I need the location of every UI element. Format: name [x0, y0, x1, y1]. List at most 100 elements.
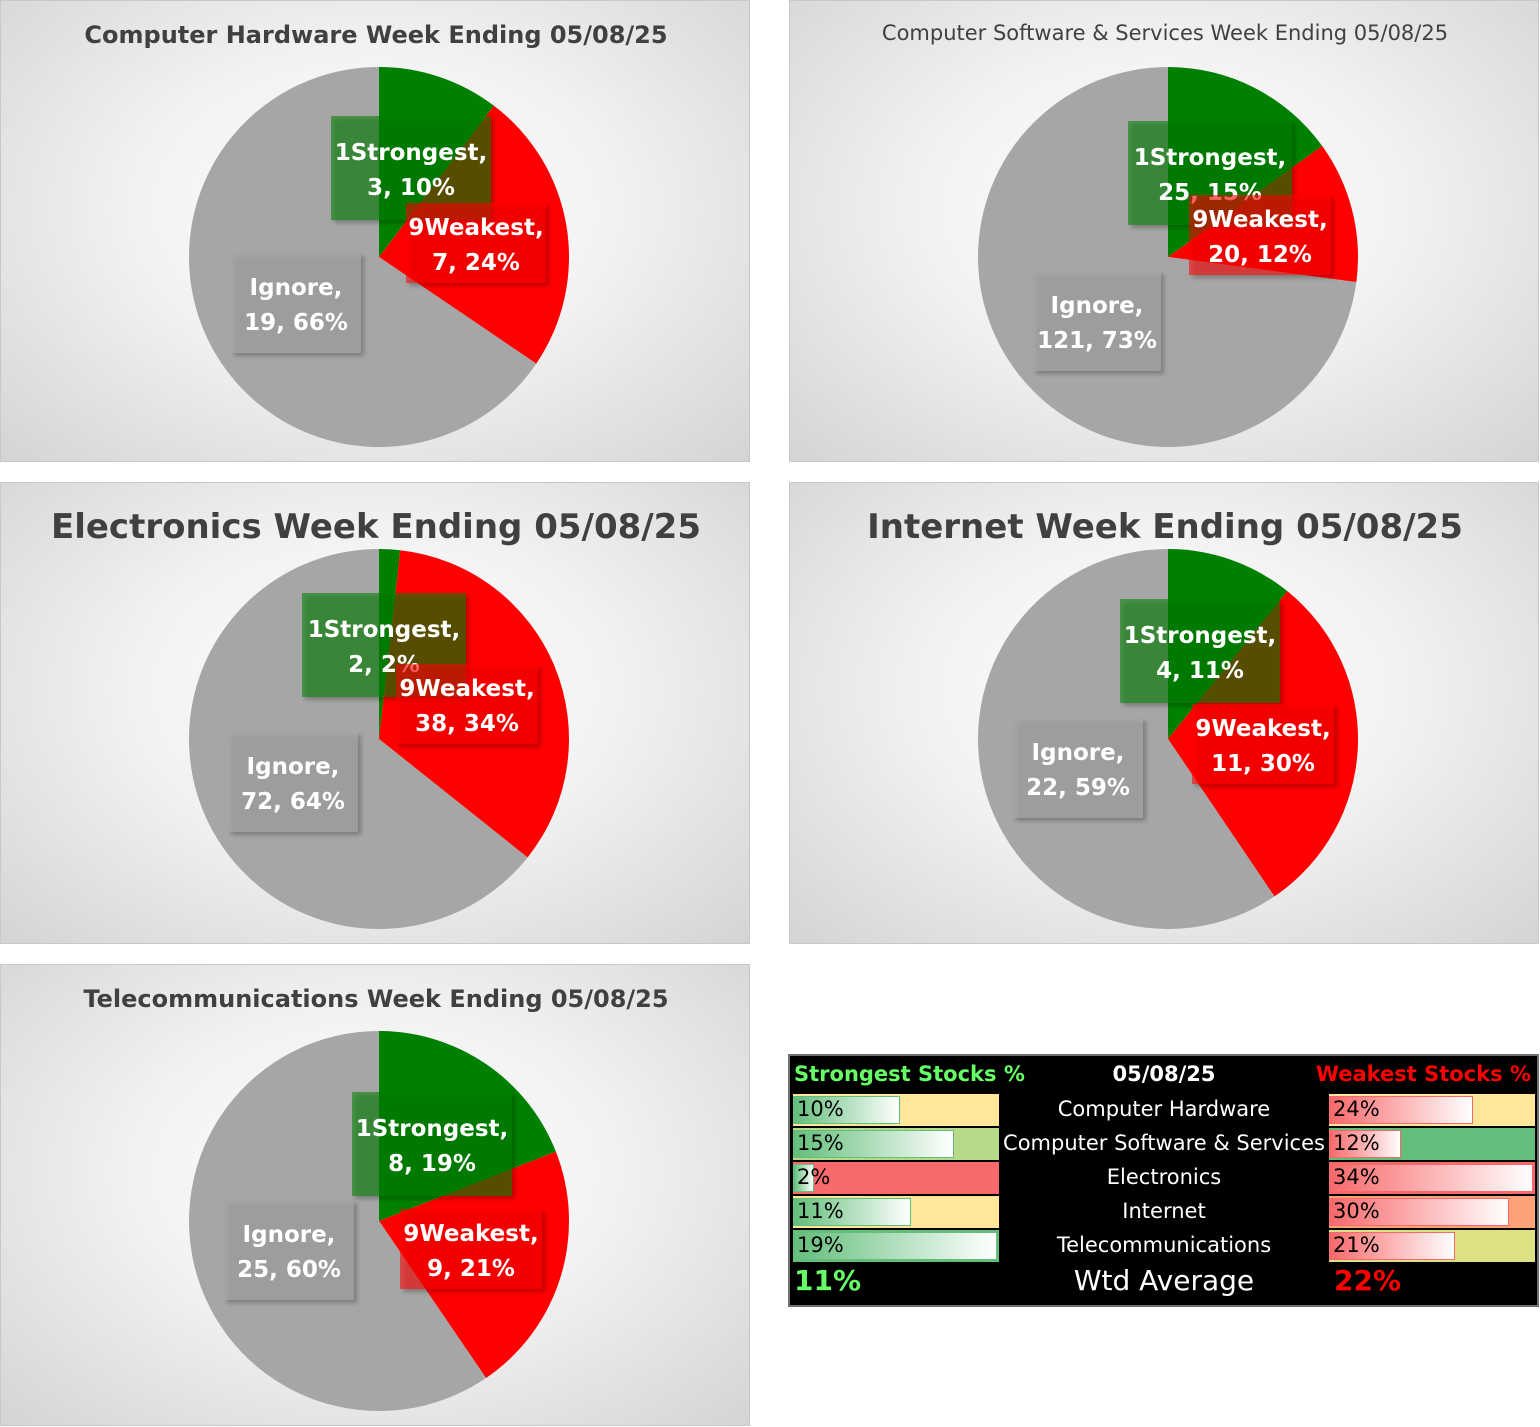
weakest-cell: 30%: [1329, 1196, 1535, 1228]
strongest-databar: [793, 1232, 997, 1260]
svg-text:8, 19%: 8, 19%: [388, 1151, 476, 1177]
svg-text:Ignore,: Ignore,: [247, 754, 340, 780]
strongest-pct: 11%: [797, 1199, 844, 1223]
wtd-average-label: Wtd Average: [1073, 1264, 1255, 1297]
table-row: 15% Computer Software & Services 12%: [790, 1128, 1537, 1162]
table-row: 10% Computer Hardware 24%: [790, 1094, 1537, 1128]
chart-computer-hardware: 1Strongest, 3, 10% 9Weakest, 7, 24% Ignore, 1…: [0, 0, 750, 462]
strongest-databar: [793, 1130, 955, 1158]
chart-title: Computer Software & Services Week Ending…: [881, 21, 1449, 45]
chart-title: Telecommunications Week Ending 05/08/25: [83, 985, 669, 1013]
svg-text:1Strongest,: 1Strongest,: [335, 140, 488, 166]
sector-name: Computer Hardware: [1057, 1097, 1271, 1121]
svg-text:Ignore,: Ignore,: [1051, 293, 1144, 319]
svg-text:1Strongest,: 1Strongest,: [1134, 145, 1287, 171]
weakest-cell: 34%: [1329, 1162, 1535, 1194]
pie-telecommunications: 1Strongest, 8, 19% 9Weakest, 9, 21% Ignore, 2…: [189, 1031, 570, 1411]
chart-internet: 1Strongest, 4, 11% 9Weakest, 11, 30% Ignore,…: [789, 482, 1539, 944]
svg-text:Ignore,: Ignore,: [250, 275, 343, 301]
data-label-9weakest: 9Weakest, 11, 30%: [1192, 704, 1334, 784]
weakest-pct: 30%: [1333, 1199, 1380, 1223]
svg-text:1Strongest,: 1Strongest,: [308, 617, 461, 643]
data-label-1strongest: 1Strongest, 4, 11%: [1120, 599, 1280, 703]
sector-name: Internet: [1122, 1199, 1206, 1223]
svg-text:9Weakest,: 9Weakest,: [408, 215, 543, 241]
pie-electronics: 1Strongest,2, 2%9Weakest, 38, 34% Ignore, 7…: [188, 549, 570, 929]
svg-text:19, 66%: 19, 66%: [244, 310, 348, 336]
svg-text:7, 24%: 7, 24%: [432, 250, 520, 276]
sector-name: Electronics: [1106, 1165, 1222, 1189]
strongest-cell: 15%: [793, 1128, 999, 1160]
strongest-pct: 15%: [797, 1131, 844, 1155]
weakest-databar: [1329, 1198, 1509, 1226]
pie-slice-ignore: [188, 549, 528, 929]
table-row: 19% Telecommunications 21%: [790, 1230, 1537, 1264]
sector-name: Telecommunications: [1056, 1233, 1272, 1257]
svg-text:9Weakest,: 9Weakest,: [1192, 207, 1327, 233]
strongest-header: Strongest Stocks %: [794, 1062, 1025, 1086]
svg-text:4, 11%: 4, 11%: [1156, 658, 1244, 684]
strongest-average: 11%: [794, 1264, 862, 1297]
svg-text:22, 59%: 22, 59%: [1026, 775, 1130, 801]
weakest-pct: 34%: [1333, 1165, 1380, 1189]
svg-text:Ignore,: Ignore,: [243, 1222, 336, 1248]
weakest-databar: [1329, 1096, 1473, 1124]
strongest-pct: 19%: [797, 1233, 844, 1257]
weakest-databar: [1329, 1232, 1455, 1260]
data-label-ignore: Ignore, 22, 59%: [1013, 718, 1143, 818]
svg-text:9Weakest,: 9Weakest,: [399, 676, 534, 702]
data-label-9weakest: 9Weakest, 7, 24%: [406, 203, 546, 283]
chart-computer-software: 1Strongest, 25, 15% 9Weakest, 20, 12% Ignore…: [789, 0, 1539, 462]
svg-text:1Strongest,: 1Strongest,: [1124, 623, 1277, 649]
svg-text:72, 64%: 72, 64%: [241, 789, 345, 815]
chart-electronics: 1Strongest, 2, 2% 9Weakest, 38, 34% Ignore, 7…: [0, 482, 750, 944]
strongest-databar: [793, 1198, 912, 1226]
weakest-pct: 24%: [1333, 1097, 1380, 1121]
svg-text:Ignore,: Ignore,: [1032, 740, 1125, 766]
weakest-databar: [1329, 1164, 1533, 1192]
strongest-cell: 2%: [793, 1162, 999, 1194]
date-header: 05/08/25: [1112, 1062, 1216, 1086]
svg-text:9Weakest,: 9Weakest,: [1195, 716, 1330, 742]
table-row: 11% Internet 30%: [790, 1196, 1537, 1230]
strongest-cell: 19%: [793, 1230, 999, 1262]
svg-text:1Strongest,: 1Strongest,: [356, 1116, 509, 1142]
strongest-databar: [793, 1096, 901, 1124]
svg-text:9Weakest,: 9Weakest,: [403, 1221, 538, 1247]
data-label-1strongest: 1Strongest, 3, 10%: [331, 116, 491, 220]
strongest-pct: 10%: [797, 1097, 844, 1121]
svg-text:20, 12%: 20, 12%: [1208, 242, 1312, 268]
chart-title: Electronics Week Ending 05/08/25: [50, 507, 701, 547]
data-label-9weakest: 9Weakest, 20, 12%: [1189, 195, 1331, 275]
data-label-1strongest: 1Strongest,2, 2%: [302, 593, 466, 697]
weakest-header: Weakest Stocks %: [1315, 1062, 1531, 1086]
data-label-ignore: Ignore, 19, 66%: [231, 253, 361, 353]
chart-title: Internet Week Ending 05/08/25: [867, 507, 1463, 547]
chart-telecommunications: 1Strongest, 8, 19% 9Weakest, 9, 21% Ignore, 2…: [0, 964, 750, 1426]
strongest-databar: [793, 1164, 815, 1192]
strongest-cell: 10%: [793, 1094, 999, 1126]
svg-text:38, 34%: 38, 34%: [415, 711, 519, 737]
svg-text:121, 73%: 121, 73%: [1037, 328, 1157, 354]
weakest-pct: 12%: [1333, 1131, 1380, 1155]
weakest-cell: 21%: [1329, 1230, 1535, 1262]
summary-table: Strongest Stocks % 05/08/25 Weakest Stoc…: [788, 1054, 1539, 1307]
chart-title: Computer Hardware Week Ending 05/08/25: [84, 21, 668, 49]
svg-text:11, 30%: 11, 30%: [1211, 751, 1315, 777]
svg-text:9, 21%: 9, 21%: [427, 1256, 515, 1282]
data-label-1strongest: 1Strongest, 8, 19%: [352, 1092, 512, 1196]
weakest-databar: [1329, 1130, 1401, 1158]
svg-text:25, 60%: 25, 60%: [237, 1257, 341, 1283]
weakest-average: 22%: [1334, 1264, 1402, 1297]
table-row: 2% Electronics 34%: [790, 1162, 1537, 1196]
data-label-ignore: Ignore, 25, 60%: [224, 1200, 354, 1300]
data-label-9weakest: 9Weakest, 38, 34%: [396, 664, 538, 744]
weakest-cell: 24%: [1329, 1094, 1535, 1126]
pie-internet: 1Strongest, 4, 11% 9Weakest, 11, 30% Ignore,…: [978, 549, 1359, 929]
weakest-cell: 12%: [1329, 1128, 1535, 1160]
weakest-pct: 21%: [1333, 1233, 1380, 1257]
pie-computer-hardware: 1Strongest, 3, 10% 9Weakest, 7, 24% Ignore, 1…: [189, 67, 570, 447]
strongest-cell: 11%: [793, 1196, 999, 1228]
data-label-9weakest: 9Weakest, 9, 21%: [400, 1209, 542, 1289]
sector-name: Computer Software & Services: [1003, 1131, 1325, 1155]
